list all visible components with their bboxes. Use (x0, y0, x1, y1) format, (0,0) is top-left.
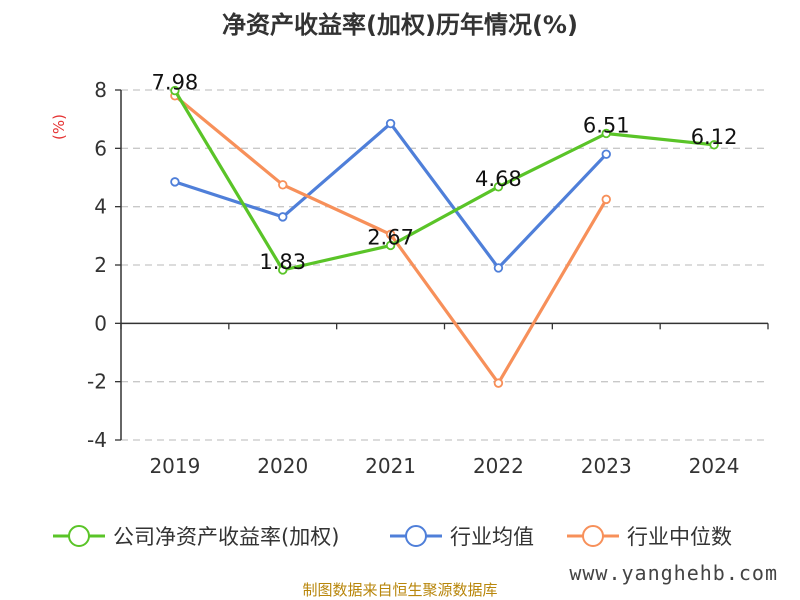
data-label: 6.51 (583, 113, 630, 137)
y-tick-label: 0 (94, 311, 107, 335)
series-point-0 (170, 85, 180, 96)
y-tick-label: -4 (87, 428, 107, 452)
data-label: 4.68 (475, 167, 522, 191)
series-point-1 (601, 149, 611, 159)
legend-label-1: 行业均值 (450, 525, 534, 549)
legend: 公司净资产收益率(加权) 行业均值 行业中位数 (53, 525, 732, 549)
series-point-1 (170, 177, 180, 187)
series-point-1 (278, 212, 288, 222)
axes (115, 89, 769, 441)
y-tick-label: 6 (94, 136, 107, 160)
x-tick-label: 2024 (689, 454, 740, 478)
data-labels: 7.98 1.83 2.67 4.68 6.51 6.12 (152, 71, 738, 274)
watermark-text: www.yanghehb.com (569, 561, 778, 585)
data-label: 2.67 (367, 225, 414, 249)
series-point-2 (385, 229, 396, 240)
source-note: 制图数据来自恒生聚源数据库 (302, 581, 497, 599)
x-tick-label: 2022 (473, 454, 524, 478)
legend-swatch-marker-0 (68, 525, 90, 547)
series-point-0 (709, 140, 719, 150)
y-tick-label: 2 (94, 253, 107, 277)
x-tick-labels: 2019 2020 2021 2022 2023 2024 (149, 454, 739, 478)
series-point-0 (385, 240, 396, 251)
series-lines (170, 85, 719, 388)
series-point-1 (493, 263, 504, 273)
series-point-2 (493, 378, 504, 388)
chart-title: 净资产收益率(加权)历年情况(%) (222, 11, 578, 39)
x-tick-label: 2021 (365, 454, 416, 478)
series-point-1 (385, 118, 396, 129)
legend-swatch-marker-1 (405, 525, 427, 547)
y-tick-label: -2 (87, 370, 107, 394)
series-point-2 (601, 194, 611, 205)
legend-label-0: 公司净资产收益率(加权) (113, 525, 339, 549)
data-label: 1.83 (259, 250, 306, 274)
data-label: 6.12 (691, 125, 738, 149)
x-tick-label: 2020 (257, 454, 308, 478)
grid-lines (121, 89, 768, 441)
y-tick-label: 8 (94, 78, 107, 102)
legend-swatch-marker-2 (582, 525, 604, 547)
y-axis-unit: (%) (50, 114, 68, 140)
y-tick-label: 4 (94, 195, 107, 219)
x-tick-label: 2023 (581, 454, 632, 478)
legend-label-2: 行业中位数 (627, 525, 732, 549)
series-point-0 (601, 128, 611, 139)
series-point-0 (493, 182, 504, 192)
series-line-0 (173, 89, 715, 272)
x-tick-label: 2019 (149, 454, 200, 478)
y-tick-labels: -4 -2 0 2 4 6 8 (87, 78, 107, 452)
data-label: 7.98 (152, 71, 199, 95)
series-point-2 (278, 180, 288, 190)
series-point-0 (278, 265, 288, 275)
